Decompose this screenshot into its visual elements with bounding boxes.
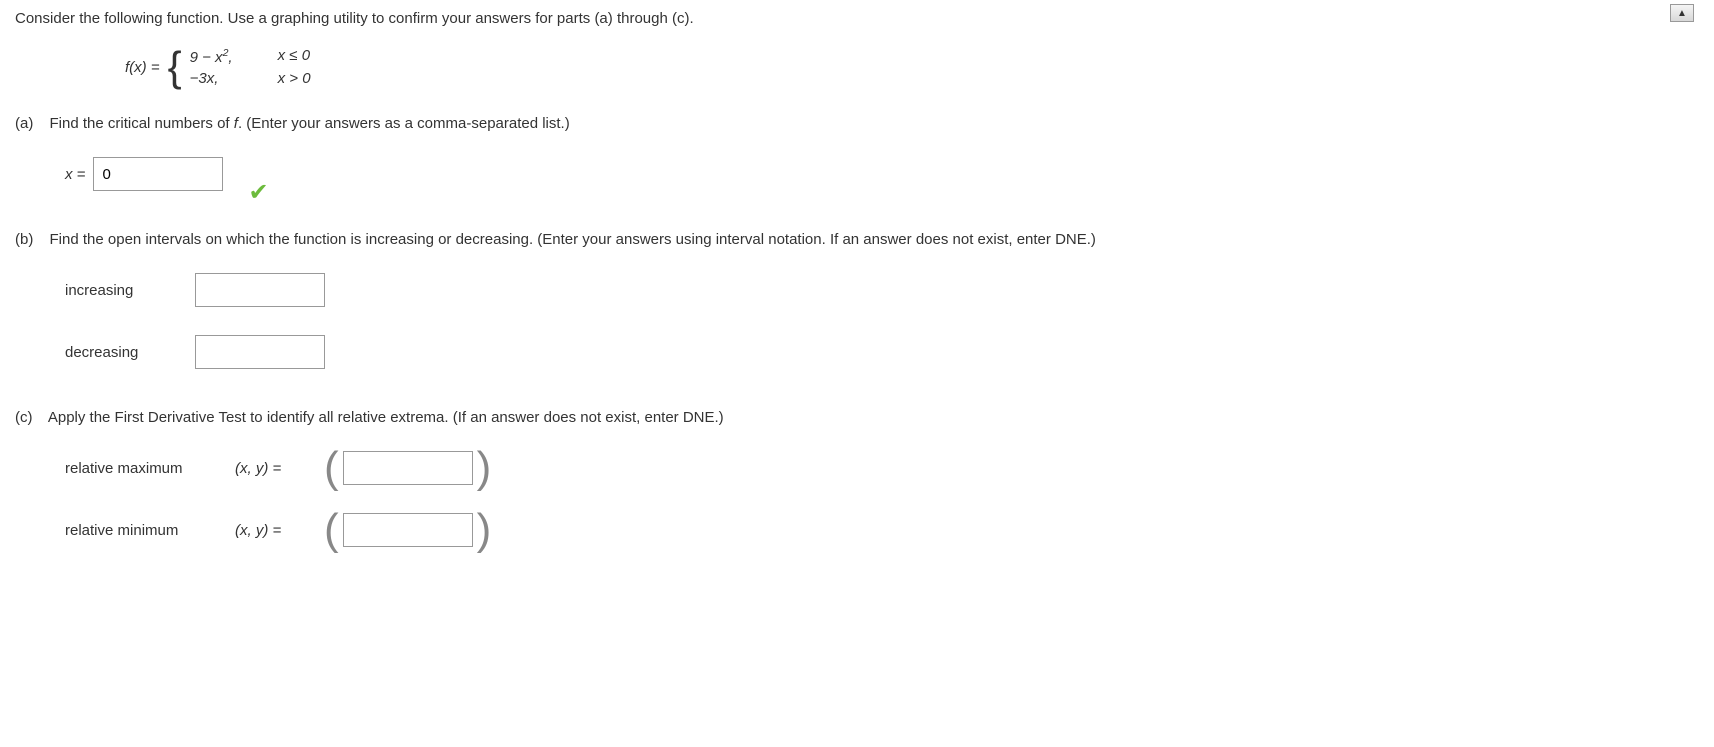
piece1-cond: x ≤ 0 [278,47,310,66]
part-a: (a) Find the critical numbers of f. (Ent… [15,115,1699,191]
open-paren-icon: ( [320,453,343,484]
decreasing-label: decreasing [65,344,195,361]
scroll-up-button[interactable]: ▲ [1670,4,1694,22]
part-a-input[interactable] [93,157,223,191]
function-lhs: f(x) = [125,59,160,76]
relmax-input[interactable] [343,451,473,485]
relmax-label: relative maximum [65,460,235,477]
piece2-cond: x > 0 [278,70,311,87]
piece1-expr: 9 − x2, [190,47,260,66]
relmin-input[interactable] [343,513,473,547]
decreasing-input[interactable] [195,335,325,369]
open-paren-icon: ( [320,515,343,546]
close-paren-icon: ) [473,453,496,484]
increasing-label: increasing [65,282,195,299]
relmin-label: relative minimum [65,522,235,539]
brace-icon: { [168,48,182,86]
part-a-text: Find the critical numbers of f. (Enter y… [50,115,570,132]
part-a-prompt: x = [65,166,85,183]
check-icon: ✔ [248,178,268,207]
part-c-text: Apply the First Derivative Test to ident… [48,409,724,426]
part-b: (b) Find the open intervals on which the… [15,231,1699,369]
part-b-label: (b) [15,231,33,248]
close-paren-icon: ) [473,515,496,546]
intro-text: Consider the following function. Use a g… [15,10,1699,27]
part-a-label: (a) [15,115,33,132]
part-b-text: Find the open intervals on which the fun… [50,231,1096,248]
relmax-xy: (x, y) = [235,460,310,477]
part-c-label: (c) [15,409,33,426]
increasing-input[interactable] [195,273,325,307]
scroll-up-icon: ▲ [1677,8,1687,19]
function-definition: f(x) = { 9 − x2, x ≤ 0 −3x, x > 0 [125,47,1699,87]
part-c: (c) Apply the First Derivative Test to i… [15,409,1699,547]
relmin-xy: (x, y) = [235,522,310,539]
piece2-expr: −3x, [190,70,260,87]
